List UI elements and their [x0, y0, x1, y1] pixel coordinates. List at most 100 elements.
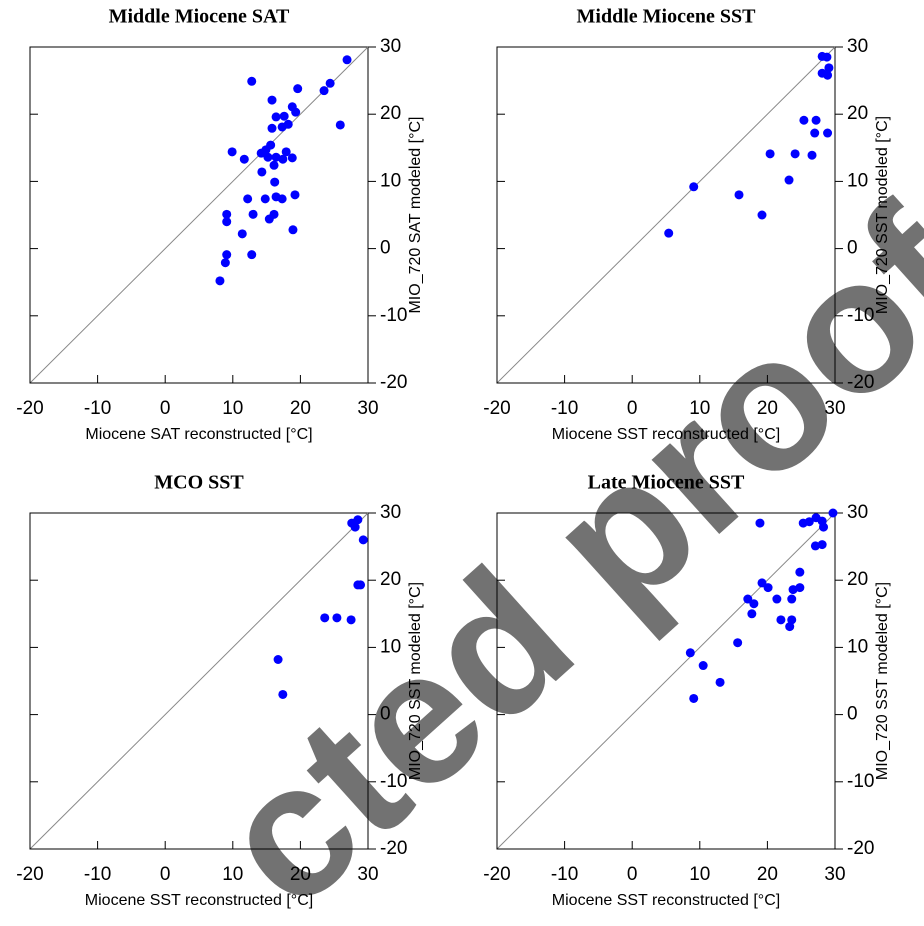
point: [257, 167, 267, 177]
one-to-one-line: [29, 46, 369, 384]
one-to-one-line: [496, 46, 836, 384]
point: [788, 585, 798, 595]
point: [810, 128, 820, 138]
x-axis-label: Miocene SST reconstructed [°C]: [552, 426, 780, 443]
point: [263, 152, 273, 162]
panel-title: Middle Miocene SAT: [109, 6, 290, 28]
point: [278, 154, 288, 164]
x-tick-label: 0: [627, 864, 638, 885]
x-tick-label: 30: [824, 398, 845, 419]
point: [807, 150, 817, 160]
point: [215, 276, 225, 286]
y-tick-label: 20: [847, 103, 868, 124]
point: [810, 541, 820, 551]
x-axis-label: Miocene SST reconstructed [°C]: [552, 892, 780, 909]
point: [288, 225, 298, 235]
y-tick-label: 30: [847, 36, 868, 57]
point: [795, 583, 805, 593]
point: [293, 84, 303, 94]
point: [790, 149, 800, 159]
panel-title: Late Miocene SST: [588, 472, 745, 494]
point: [325, 78, 335, 88]
x-tick-label: 0: [160, 864, 171, 885]
panels: Middle Miocene SAT-20 -10 0 10 20 30-20-10010…: [16, 6, 891, 910]
point: [828, 508, 838, 518]
plot-frame: [29, 512, 369, 850]
point: [819, 522, 829, 532]
plot-frame: [496, 512, 836, 850]
x-tick-label: 30: [357, 398, 378, 419]
point: [785, 622, 795, 632]
x-tick-label: 10: [222, 398, 243, 419]
x-tick-label: -20: [483, 398, 510, 419]
x-tick-label: 0: [627, 398, 638, 419]
x-tick-label: -20: [483, 864, 510, 885]
one-to-one-line: [496, 512, 836, 850]
point: [291, 107, 301, 117]
point: [287, 153, 297, 163]
x-tick-label: -20: [16, 398, 43, 419]
x-axis-label: Miocene SAT reconstructed [°C]: [85, 426, 312, 443]
one-to-one-line: [29, 512, 369, 850]
point: [823, 128, 833, 138]
y-tick-label: 10: [847, 636, 868, 657]
point: [664, 228, 674, 238]
point: [757, 210, 767, 220]
y-tick-label: 20: [847, 569, 868, 590]
point: [243, 194, 253, 204]
point: [822, 52, 832, 62]
x-tick-label: 20: [290, 864, 311, 885]
point: [346, 615, 356, 625]
y-tick-label: -10: [380, 305, 407, 326]
x-axis-label: Miocene SST reconstructed [°C]: [85, 892, 313, 909]
point: [749, 599, 759, 609]
point: [237, 229, 247, 239]
x-tick-label: 0: [160, 398, 171, 419]
y-tick-label: -20: [380, 372, 407, 393]
y-tick-label: 30: [380, 36, 401, 57]
point: [356, 580, 366, 590]
x-tick-label: 10: [222, 864, 243, 885]
y-axis-label: MIO_720 SST modeled [°C]: [874, 116, 891, 314]
y-tick-label: -20: [847, 372, 874, 393]
point: [763, 583, 773, 593]
point: [222, 217, 232, 227]
point: [772, 594, 782, 604]
point: [787, 594, 797, 604]
point: [757, 578, 767, 588]
point: [227, 147, 237, 157]
x-tick-label: -20: [16, 864, 43, 885]
x-tick-label: 20: [757, 398, 778, 419]
point: [222, 209, 232, 219]
point: [270, 177, 280, 187]
point: [358, 535, 368, 545]
point: [685, 648, 695, 658]
x-tick-label: -10: [551, 864, 578, 885]
point: [264, 214, 274, 224]
point: [247, 76, 257, 86]
point: [319, 86, 329, 96]
y-tick-label: -10: [847, 305, 874, 326]
y-tick-label: 10: [380, 636, 401, 657]
point: [271, 112, 281, 122]
point: [247, 250, 257, 260]
x-tick-label: -10: [84, 864, 111, 885]
y-tick-label: -20: [380, 838, 407, 859]
point: [279, 111, 289, 121]
point: [776, 615, 786, 625]
point: [817, 540, 827, 550]
y-tick-label: 10: [847, 170, 868, 191]
y-tick-label: 20: [380, 569, 401, 590]
point: [804, 517, 814, 527]
x-tick-label: 20: [290, 398, 311, 419]
point: [795, 567, 805, 577]
point: [261, 145, 271, 155]
point: [281, 147, 291, 157]
point: [273, 654, 283, 664]
point: [784, 175, 794, 185]
point: [689, 693, 699, 703]
y-tick-label: 30: [847, 502, 868, 523]
x-tick-label: 10: [689, 398, 710, 419]
y-tick-label: -10: [380, 771, 407, 792]
